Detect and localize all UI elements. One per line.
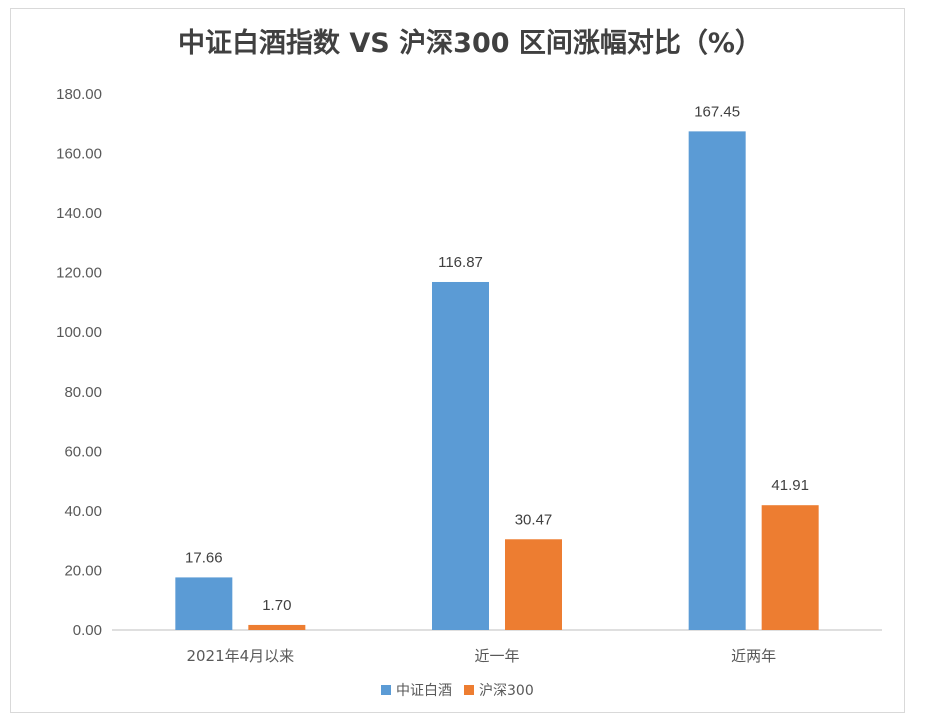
- legend-swatch: [381, 685, 391, 695]
- x-category-label: 近两年: [731, 647, 776, 665]
- data-label: 116.87: [438, 254, 483, 271]
- bar-hs300: [505, 539, 562, 630]
- y-tick-label: 80.00: [64, 384, 102, 401]
- legend-swatch: [464, 685, 474, 695]
- x-category-label: 近一年: [474, 647, 519, 665]
- bar-baijiu: [688, 131, 746, 631]
- data-label: 1.70: [262, 597, 291, 614]
- legend-label: 中证白酒: [396, 683, 452, 699]
- y-tick-label: 160.00: [56, 146, 102, 163]
- data-label: 41.91: [771, 477, 809, 494]
- bar-baijiu: [432, 281, 489, 630]
- bar-baijiu: [175, 577, 233, 630]
- data-label: 167.45: [694, 103, 740, 120]
- bar-hs300: [248, 624, 306, 630]
- data-label: 30.47: [515, 511, 553, 528]
- y-tick-label: 120.00: [56, 265, 102, 282]
- data-label: 17.66: [185, 549, 223, 566]
- y-tick-label: 0.00: [73, 622, 102, 639]
- bars-group: 17.66 1.70 116.87 30.47 167.45 41.91: [175, 103, 819, 631]
- y-tick-label: 20.00: [64, 562, 102, 579]
- y-tick-label: 100.00: [56, 324, 102, 341]
- legend-label: 沪深300: [479, 683, 534, 699]
- y-tick-label: 40.00: [64, 503, 102, 520]
- x-category-label: 2021年4月以来: [186, 647, 294, 665]
- bar-hs300: [761, 505, 819, 630]
- y-axis: 0.00 20.00 40.00 60.00 80.00 100.00 120.00 140.…: [56, 86, 102, 639]
- y-tick-label: 60.00: [64, 443, 102, 460]
- x-axis: 2021年4月以来 近一年 近两年: [186, 647, 776, 665]
- chart-title: 中证白酒指数 VS 沪深300 区间涨幅对比（%）: [178, 27, 762, 59]
- legend: 中证白酒 沪深300: [381, 683, 534, 699]
- y-tick-label: 140.00: [56, 205, 102, 222]
- y-tick-label: 180.00: [56, 86, 102, 103]
